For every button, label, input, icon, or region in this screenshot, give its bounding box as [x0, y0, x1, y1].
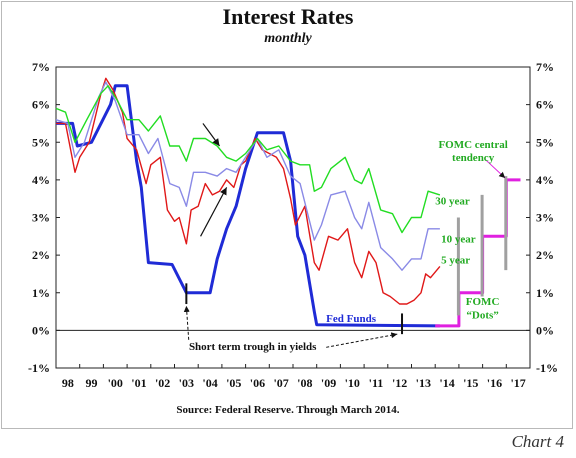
x-tick-label: '00	[108, 376, 123, 390]
label-fed-funds: Fed Funds	[326, 313, 377, 325]
x-tick-label: '05	[226, 376, 241, 390]
y-tick-label-left: 1%	[32, 286, 50, 300]
label-fomc-tendency: tendency	[452, 152, 495, 164]
arrow-down-right	[202, 123, 221, 147]
chart-frame	[1, 1, 573, 429]
x-tick-label: '07	[273, 376, 288, 390]
y-tick-label-left: 5%	[32, 135, 50, 149]
y-tick-label-right: 5%	[536, 135, 554, 149]
x-tick-label: '09	[321, 376, 336, 390]
series-10-year	[55, 81, 440, 271]
y-tick-label-left: 4%	[32, 173, 50, 187]
source-note: Source: Federal Reserve. Through March 2…	[176, 404, 400, 416]
x-tick-label: '17	[510, 376, 525, 390]
chart-arrows	[183, 123, 506, 348]
arrow-fomc-tendency	[484, 158, 506, 179]
chart-labels: Fed Funds 30 year 10 year 5 year FOMC centra…	[189, 139, 508, 353]
label-5-year: 5 year	[441, 254, 470, 266]
label-30-year: 30 year	[435, 195, 470, 207]
x-tick-label: '13	[416, 376, 431, 390]
y-tick-label-right: 4%	[536, 173, 554, 187]
y-tick-label-right: 7%	[536, 60, 554, 74]
x-tick-label: '04	[202, 376, 217, 390]
x-tick-label: 99	[86, 376, 98, 390]
y-tick-label-right: 0%	[536, 323, 554, 337]
chart-ticks: -1% -1% 0% 0% 1% 1% 2% 2% 3% 3% 4% 4% 5% 5% 6% 6% 7% 7% 98…	[28, 60, 558, 390]
chart-title: Interest Rates	[222, 4, 354, 29]
y-tick-label-left: 6%	[32, 98, 50, 112]
label-fomc: FOMC	[466, 296, 500, 308]
chart-number-label: Chart 4	[511, 432, 564, 451]
y-tick-label-left: 3%	[32, 211, 50, 225]
label-10-year: 10 year	[441, 234, 476, 246]
y-tick-label-right: 6%	[536, 98, 554, 112]
x-tick-label: '01	[131, 376, 146, 390]
x-tick-label: '10	[345, 376, 360, 390]
series-30-year	[55, 85, 441, 234]
x-tick-label: '15	[463, 376, 478, 390]
arrow-up-right	[200, 187, 228, 237]
label-short-term-trough: Short term trough in yields	[189, 341, 317, 353]
series-5-year	[56, 77, 441, 305]
chart-series	[55, 77, 521, 335]
x-tick-label: '08	[297, 376, 312, 390]
x-tick-label: 98	[62, 376, 74, 390]
y-tick-label-left: 7%	[32, 60, 50, 74]
y-tick-label-right: -1%	[536, 361, 558, 375]
x-tick-label: '06	[250, 376, 265, 390]
label-dots: “Dots”	[466, 309, 498, 321]
y-tick-label-left: 2%	[32, 248, 50, 262]
x-tick-label: '03	[179, 376, 194, 390]
x-tick-label: '14	[439, 376, 454, 390]
label-fomc-central: FOMC central	[438, 139, 507, 151]
y-tick-label-right: 3%	[536, 211, 554, 225]
arrow-trough-2012	[326, 332, 398, 348]
x-tick-label: '12	[392, 376, 407, 390]
y-tick-label-right: 1%	[536, 286, 554, 300]
y-tick-label-right: 2%	[536, 248, 554, 262]
y-tick-label-left: 0%	[32, 323, 50, 337]
y-tick-label-left: -1%	[28, 361, 50, 375]
x-tick-label: '11	[369, 376, 384, 390]
x-tick-label: '16	[487, 376, 502, 390]
chart-subtitle: monthly	[264, 31, 312, 46]
x-tick-label: '02	[155, 376, 170, 390]
arrow-trough-2003	[183, 305, 190, 340]
